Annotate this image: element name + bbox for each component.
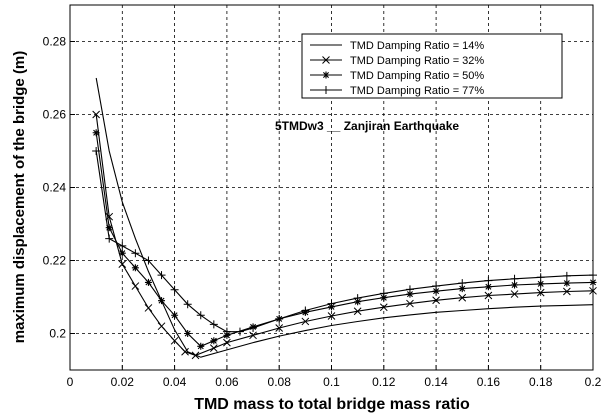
data-point [563, 280, 570, 287]
x-tick-label: 0.02 [111, 375, 135, 389]
x-tick-label: 0.14 [424, 375, 448, 389]
data-point [210, 337, 217, 344]
data-point [145, 279, 152, 286]
data-point [132, 264, 139, 271]
x-tick-label: 0.08 [268, 375, 292, 389]
data-point [197, 343, 204, 350]
y-tick-label: 0.2 [49, 327, 66, 341]
x-tick-label: 0.16 [477, 375, 501, 389]
data-point [171, 312, 178, 319]
chart-annotation: 5TMDw3 __ Zanjiran Earthquake [275, 119, 459, 133]
data-point [590, 279, 597, 286]
legend-label: TMD Damping Ratio = 50% [350, 70, 484, 82]
x-tick-label: 0.06 [215, 375, 239, 389]
data-point [158, 297, 165, 304]
legend-label: TMD Damping Ratio = 14% [350, 40, 484, 52]
data-point [537, 280, 544, 287]
y-axis-title: maximum displacement of the bridge (m) [11, 51, 28, 344]
data-point [119, 250, 126, 257]
y-tick-label: 0.26 [43, 108, 67, 122]
x-tick-label: 0.18 [529, 375, 553, 389]
legend: TMD Damping Ratio = 14% TMD Damping Ratio… [302, 34, 562, 98]
y-tick-label: 0.22 [43, 254, 67, 268]
x-tick-label: 0.04 [163, 375, 187, 389]
x-axis-title: TMD mass to total bridge mass ratio [194, 396, 470, 413]
y-tick-label: 0.28 [43, 35, 67, 49]
x-tick-label: 0.2 [585, 375, 602, 389]
data-point [184, 330, 191, 337]
x-tick-label: 0.12 [372, 375, 396, 389]
x-tick-label: 0.1 [323, 375, 340, 389]
legend-label: TMD Damping Ratio = 77% [350, 85, 484, 97]
x-tick-label: 0 [67, 375, 74, 389]
data-point [323, 72, 330, 79]
y-tick-label: 0.24 [43, 181, 67, 195]
data-point [93, 129, 100, 136]
legend-label: TMD Damping Ratio = 32% [350, 55, 484, 67]
